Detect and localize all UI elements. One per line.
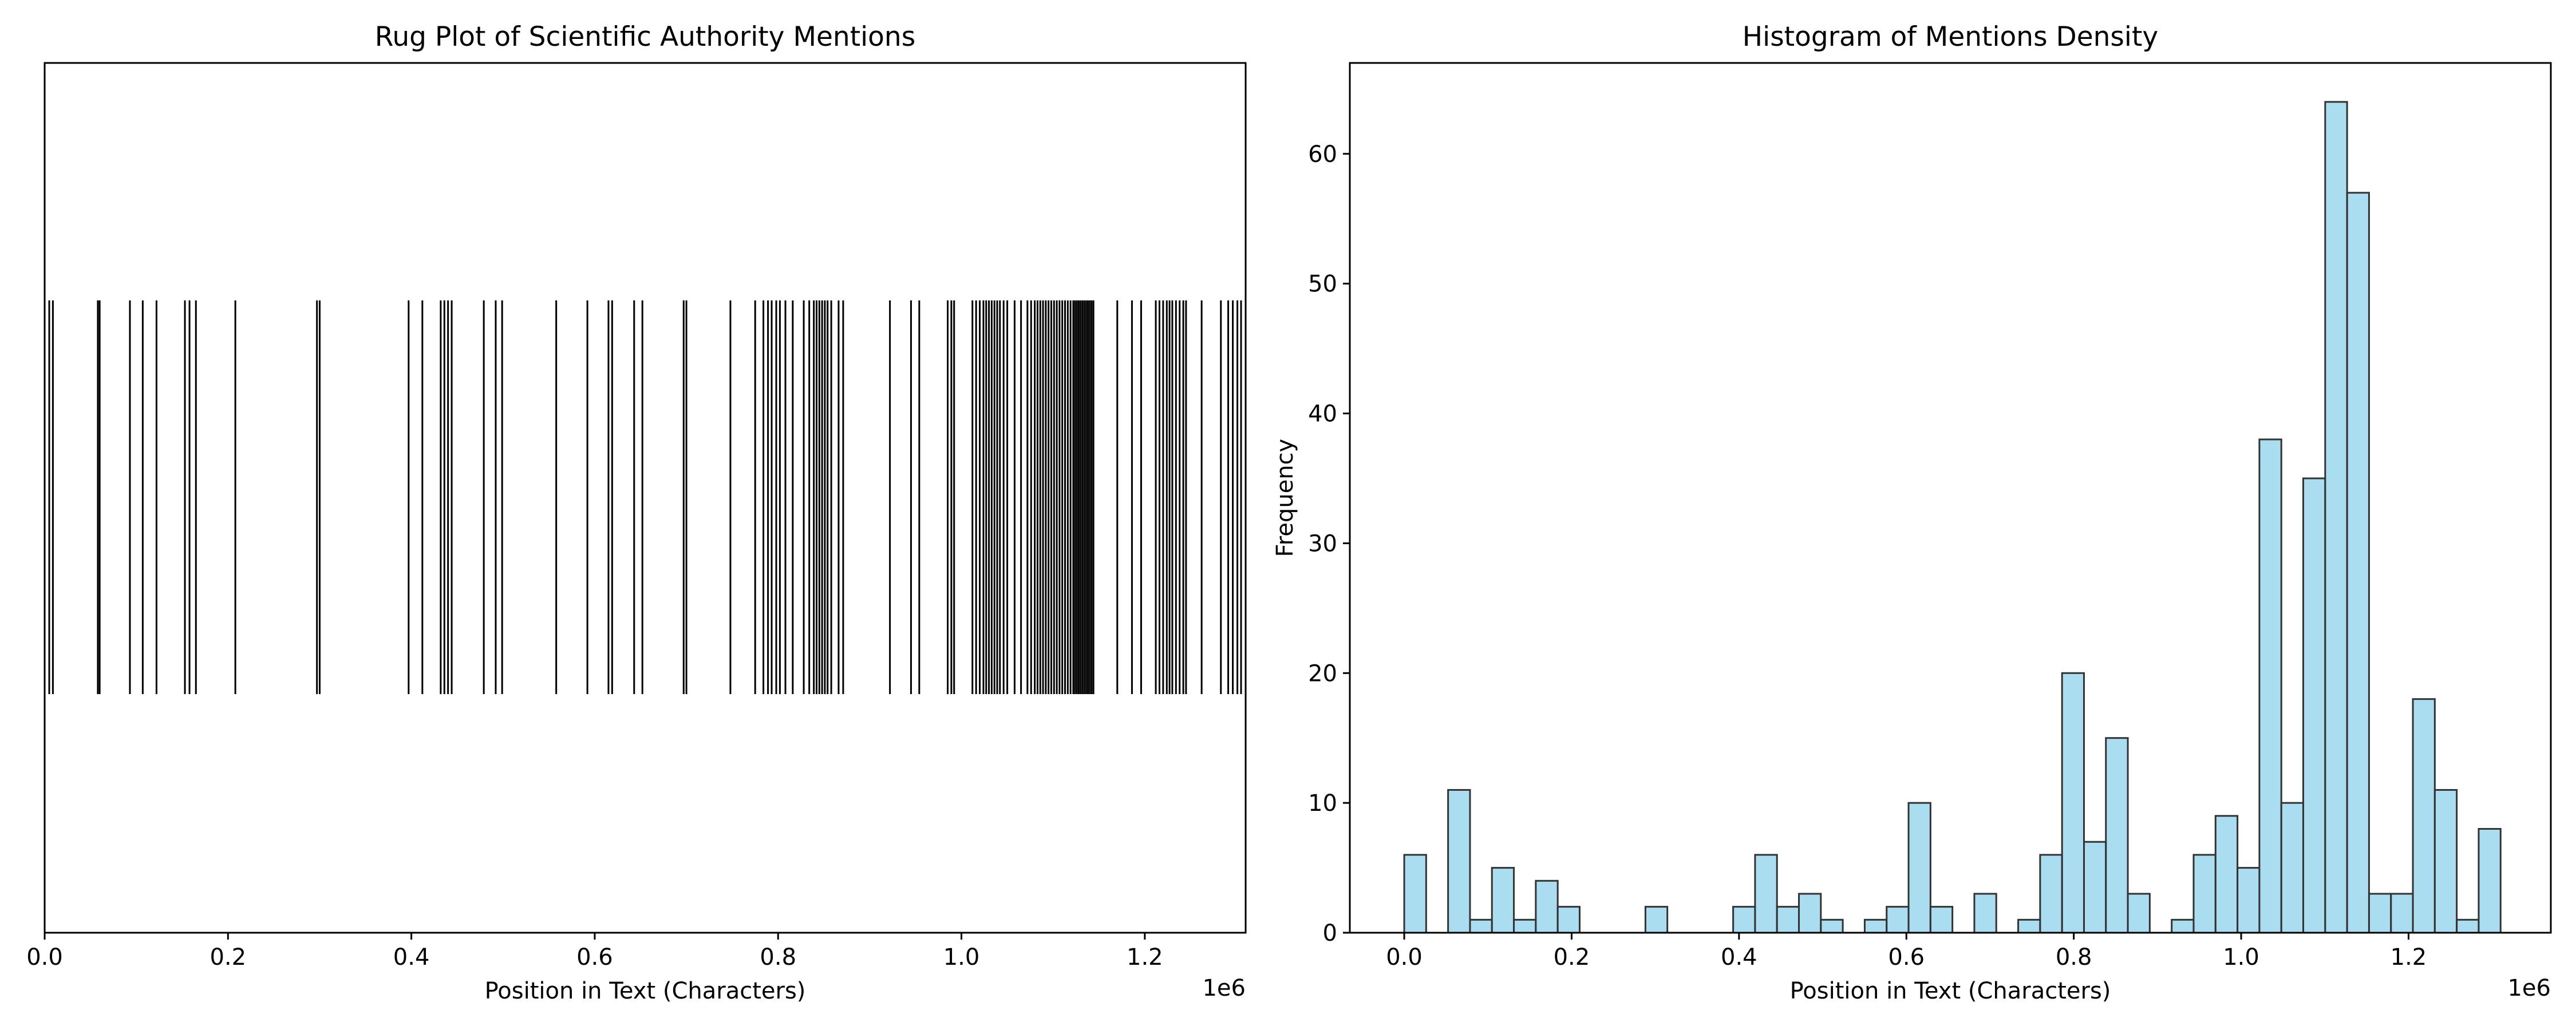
- histogram-x-tick-label: 0.8: [2056, 944, 2092, 970]
- histogram-bar: [2171, 918, 2195, 934]
- histogram-x-axis-label: Position in Text (Characters): [1790, 978, 2111, 1004]
- histogram-bar: [1644, 906, 1669, 934]
- histogram-bar: [1556, 906, 1581, 934]
- histogram-bar: [1929, 906, 1954, 934]
- histogram-x-offset-text: 1e6: [2507, 975, 2551, 1001]
- rug-x-offset-text: 1e6: [1202, 975, 1246, 1001]
- histogram-bars: [1403, 101, 2502, 934]
- histogram-bar: [1820, 918, 1844, 934]
- histogram-x-tick-label: 1.0: [2223, 944, 2259, 970]
- histogram-bar: [1886, 906, 1910, 934]
- histogram-bar: [1907, 802, 1931, 934]
- rug-plot-frame: [44, 62, 1247, 934]
- histogram-bar: [2083, 841, 2107, 934]
- rug-x-tick-label: 0.6: [576, 944, 613, 970]
- histogram-bar: [2302, 477, 2326, 934]
- histogram-panel: Histogram of Mentions Density 0.0 0.2 0.4 0…: [1272, 21, 2552, 1004]
- histogram-y-tick-label: 30: [1308, 530, 1337, 557]
- histogram-bar: [1535, 880, 1559, 934]
- histogram-bar: [2127, 893, 2151, 934]
- histogram-bar: [1469, 918, 1493, 934]
- histogram-x-tick-label: 0.6: [1888, 944, 1925, 970]
- histogram-bar: [1491, 867, 1515, 934]
- histogram-bar: [2280, 802, 2305, 934]
- histogram-bar: [1973, 893, 1997, 934]
- rug-x-tick-label: 0.8: [760, 944, 796, 970]
- rug-x-axis-label: Position in Text (Characters): [485, 978, 806, 1004]
- histogram-bar: [2039, 854, 2063, 934]
- rug-marks: [48, 300, 1242, 694]
- histogram-bar: [2192, 854, 2217, 934]
- rug-plot-title: Rug Plot of Scientific Authority Mention…: [375, 21, 915, 53]
- histogram-bar: [1798, 893, 1822, 934]
- histogram-bar: [2390, 893, 2414, 934]
- histogram-bar: [2105, 737, 2129, 934]
- histogram-bar: [1732, 906, 1756, 934]
- histogram-bar: [2061, 672, 2085, 934]
- histogram-bar: [2368, 893, 2392, 934]
- histogram-bar: [2017, 918, 2041, 934]
- histogram-bar: [1513, 918, 1537, 934]
- histogram-bar: [1403, 854, 1427, 934]
- histogram-title: Histogram of Mentions Density: [1743, 21, 2158, 53]
- histogram-y-tick-label: 10: [1308, 790, 1337, 817]
- histogram-bar: [2412, 698, 2436, 934]
- histogram-bar: [2324, 101, 2348, 934]
- histogram-x-ticks: 0.0 0.2 0.4 0.6 0.8 1.0 1.2: [1386, 933, 2427, 970]
- histogram-y-tick-label: 60: [1308, 141, 1337, 168]
- histogram-bar: [2478, 828, 2502, 934]
- rug-x-tick-label: 0.0: [26, 944, 63, 970]
- histogram-bar: [1447, 789, 1471, 934]
- histogram-y-tick-label: 50: [1308, 271, 1337, 298]
- histogram-bar: [2258, 438, 2282, 934]
- histogram-y-tick-label: 40: [1308, 401, 1337, 427]
- histogram-x-tick-label: 1.2: [2391, 944, 2427, 970]
- histogram-y-axis-label: Frequency: [1272, 439, 1298, 557]
- rug-x-tick-label: 0.2: [210, 944, 246, 970]
- histogram-bar: [2433, 789, 2458, 934]
- histogram-bar: [1776, 906, 1800, 934]
- histogram-y-ticks: 0 10 20 30 40 50 60: [1308, 141, 1350, 946]
- histogram-bar: [2346, 192, 2370, 934]
- histogram-bar: [2237, 867, 2261, 934]
- histogram-bar: [1754, 854, 1778, 934]
- histogram-frame: [1349, 62, 2552, 934]
- rug-x-tick-label: 0.4: [393, 944, 430, 970]
- rug-plot-panel: Rug Plot of Scientific Authority Mention…: [26, 21, 1247, 1004]
- rug-x-ticks: 0.0 0.2 0.4 0.6 0.8 1.0 1.2: [26, 933, 1163, 970]
- histogram-bar: [1863, 918, 1888, 934]
- rug-x-tick-label: 1.2: [1127, 944, 1163, 970]
- histogram-x-tick-label: 0.0: [1386, 944, 1423, 970]
- histogram-y-tick-label: 20: [1308, 660, 1337, 687]
- histogram-bar: [2214, 815, 2239, 934]
- rug-x-tick-label: 1.0: [943, 944, 980, 970]
- histogram-x-tick-label: 0.2: [1554, 944, 1590, 970]
- histogram-bar: [2456, 918, 2480, 934]
- histogram-x-tick-label: 0.4: [1721, 944, 1757, 970]
- histogram-y-tick-label: 0: [1323, 920, 1337, 946]
